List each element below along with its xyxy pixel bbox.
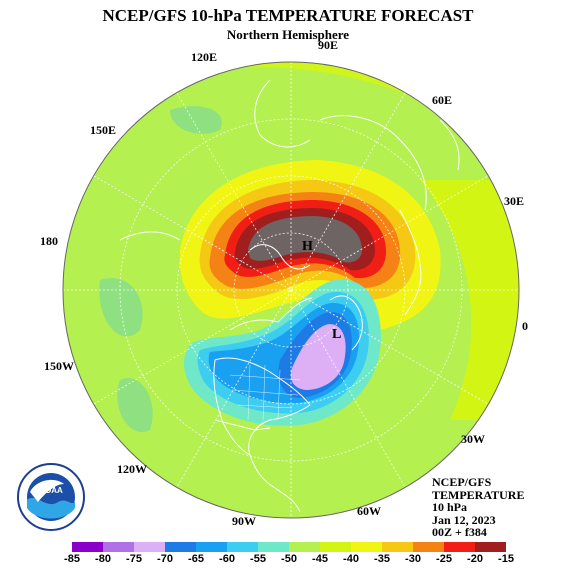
high-pressure-label: H (302, 239, 313, 254)
color-scale-swatch (227, 542, 259, 552)
forecast-info: NCEP/GFS TEMPERATURE 10 hPa Jan 12, 2023… (432, 476, 524, 539)
color-scale-label: -65 (188, 553, 204, 565)
color-scale-label: -55 (250, 553, 266, 565)
info-forecast-hour: 00Z + f384 (432, 525, 487, 539)
color-scale-bar (72, 542, 506, 552)
map-subtitle: Northern Hemisphere (226, 27, 350, 42)
color-scale-label: -45 (312, 553, 328, 565)
graticule (63, 62, 519, 518)
lon-label-60e: 60E (432, 93, 453, 107)
info-variable: TEMPERATURE (432, 487, 525, 502)
lon-label-120e: 120E (191, 50, 218, 64)
color-scale-swatch (382, 542, 414, 552)
info-date: Jan 12, 2023 (432, 512, 496, 527)
color-scale-swatch (103, 542, 135, 552)
color-scale-swatch (444, 542, 476, 552)
color-scale-label: -75 (126, 553, 142, 565)
color-scale-label: -85 (64, 553, 80, 565)
color-scale-swatch (134, 542, 166, 552)
color-scale-label: -50 (281, 553, 297, 565)
color-scale-label: -30 (405, 553, 421, 565)
map-title: NCEP/GFS 10-hPa TEMPERATURE FORECAST (102, 6, 474, 25)
lon-label-0: 0 (522, 319, 528, 333)
color-scale-label: -80 (95, 553, 111, 565)
lon-label-90e: 90E (318, 38, 339, 52)
lon-label-180: 180 (40, 234, 58, 248)
lon-label-90w: 90W (232, 514, 256, 528)
low-pressure-label: L (332, 327, 341, 342)
lon-label-120w: 120W (117, 462, 147, 476)
lon-label-30w: 30W (461, 432, 485, 446)
noaa-logo: NOAA (17, 463, 85, 531)
lon-label-30e: 30E (504, 194, 525, 208)
info-model: NCEP/GFS (432, 475, 492, 489)
color-scale-swatch (258, 542, 290, 552)
map-border (62, 61, 520, 519)
color-scale-label: -35 (374, 553, 390, 565)
color-scale-swatch (351, 542, 383, 552)
color-scale-label: -25 (436, 553, 452, 565)
coastlines (119, 79, 460, 513)
noaa-logo-text: NOAA (39, 486, 63, 495)
color-scale-label: -40 (343, 553, 359, 565)
color-scale-label: -60 (219, 553, 235, 565)
lon-label-60w: 60W (357, 504, 381, 518)
color-scale-swatch (289, 542, 321, 552)
color-scale-labels: -85 -80 -75 -70 -65 -60 -55 -50 -45 -40 -35 -30 -25 -… (52, 553, 532, 567)
state-borders (229, 364, 301, 421)
color-scale-swatch (413, 542, 445, 552)
color-scale-swatch (72, 542, 104, 552)
color-scale-swatch (475, 542, 506, 552)
color-scale-label: -15 (498, 553, 514, 565)
color-scale-swatch (196, 542, 228, 552)
color-scale-label: -70 (157, 553, 173, 565)
lon-label-150e: 150E (90, 123, 117, 137)
lon-label-150w: 150W (44, 359, 74, 373)
info-level: 10 hPa (432, 500, 468, 514)
color-scale-label: -20 (467, 553, 483, 565)
color-scale-swatch (320, 542, 352, 552)
color-scale-swatch (165, 542, 197, 552)
